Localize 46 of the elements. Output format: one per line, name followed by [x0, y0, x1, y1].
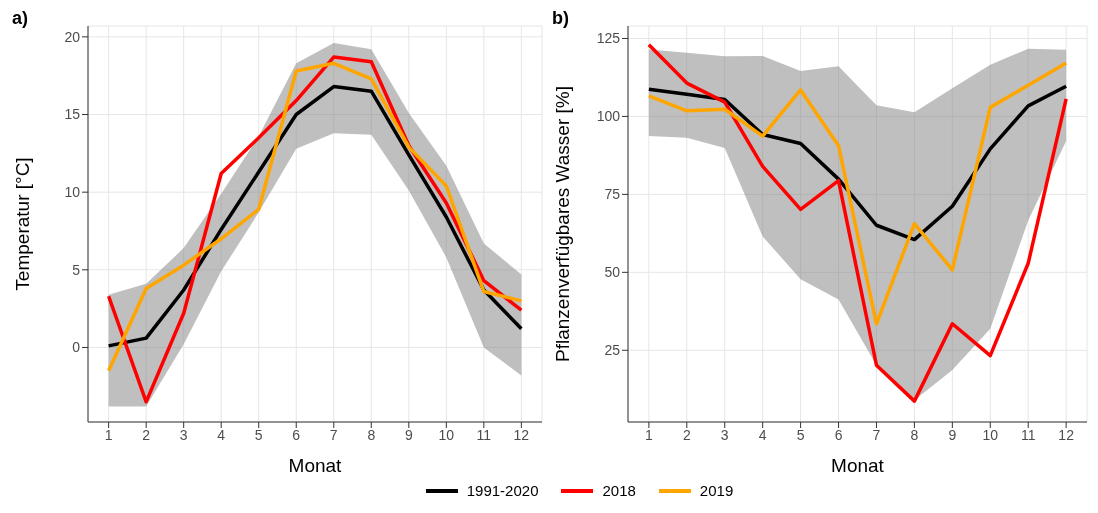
x-tick-label: 3 [179, 426, 188, 443]
x-tick-label: 1 [104, 426, 113, 443]
y-tick-label: 75 [604, 186, 621, 203]
y-tick-label: 5 [72, 261, 81, 278]
x-tick-label: 6 [292, 426, 301, 443]
x-tick-label: 12 [1058, 426, 1075, 443]
y-tick-label: 50 [604, 264, 621, 281]
x-tick-label: 8 [367, 426, 376, 443]
y-tick-label: 25 [604, 342, 621, 359]
x-tick-label: 10 [438, 426, 455, 443]
x-tick-label: 2 [142, 426, 151, 443]
line-series [647, 84, 1068, 242]
x-axis-title: Monat [288, 455, 343, 476]
x-tick-label: 7 [329, 426, 338, 443]
x-tick-label: 7 [872, 426, 881, 443]
legend-label: 1991-2020 [466, 482, 539, 499]
line-series [647, 61, 1068, 326]
y-tick-label: 15 [64, 106, 81, 123]
y-tick-label: 125 [596, 30, 621, 47]
x-tick-label: 12 [513, 426, 530, 443]
x-tick-label: 11 [476, 426, 492, 443]
y-tick-label: 20 [64, 28, 81, 45]
legend-label: 2018 [602, 482, 636, 499]
y-tick-label: 100 [596, 108, 621, 125]
chart-title: b) [552, 8, 569, 29]
x-tick-label: 1 [644, 426, 653, 443]
y-tick-label: 10 [64, 184, 81, 201]
x-tick-label: 10 [982, 426, 999, 443]
x-axis-title: Monat [831, 455, 885, 476]
y-tick-label: 0 [72, 339, 81, 356]
y-axis-title: Pflanzenverfügbares Wasser [%] [551, 86, 573, 362]
x-tick-label: 5 [254, 426, 263, 443]
line-series [106, 84, 524, 348]
x-tick-label: 4 [758, 426, 767, 443]
x-tick-label: 2 [682, 426, 691, 443]
y-axis-title: Temperatur [°C] [11, 157, 33, 291]
x-tick-label: 3 [720, 426, 729, 443]
x-tick-label: 9 [404, 426, 413, 443]
x-tick-label: 8 [910, 426, 919, 443]
x-tick-label: 5 [796, 426, 805, 443]
chart-title: a) [12, 8, 29, 29]
legend-label: 2019 [699, 482, 734, 499]
x-tick-label: 6 [834, 426, 843, 443]
x-tick-label: 11 [1020, 426, 1036, 443]
x-tick-label: 9 [948, 426, 957, 443]
x-tick-label: 4 [217, 426, 226, 443]
